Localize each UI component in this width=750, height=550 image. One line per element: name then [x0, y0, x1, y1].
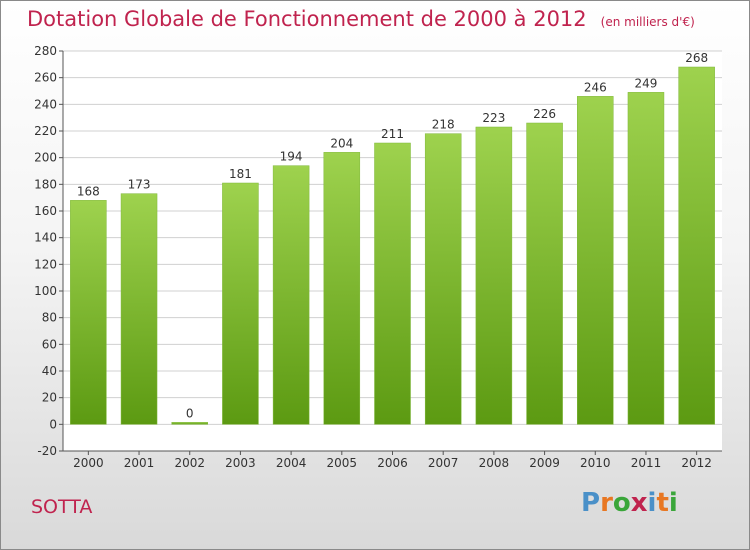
x-tick-label: 2009: [529, 456, 560, 470]
bar-2003: [222, 182, 259, 425]
x-tick-label: 2002: [174, 456, 205, 470]
logo-letter: i: [668, 488, 678, 518]
x-tick-label: 2004: [276, 456, 307, 470]
y-tick-label: 40: [42, 364, 57, 378]
x-tick-label: 2008: [479, 456, 510, 470]
city-name: SOTTA: [31, 496, 93, 518]
bar-2012: [678, 66, 715, 425]
logo-letter: x: [630, 488, 648, 518]
chart-title: Dotation Globale de Fonctionnement de 20…: [27, 7, 587, 31]
data-label-2012: 268: [685, 51, 708, 65]
x-tick-label: 2010: [580, 456, 611, 470]
data-label-2010: 246: [584, 80, 607, 94]
bar-2002: [171, 422, 208, 425]
y-tick-label: 220: [34, 124, 57, 138]
x-tick-label: 2006: [377, 456, 408, 470]
data-label-2000: 168: [77, 184, 100, 198]
logo-letter: i: [647, 488, 657, 518]
y-tick-label: 80: [42, 311, 57, 325]
data-label-2003: 181: [229, 167, 252, 181]
y-tick-label: 100: [34, 284, 57, 298]
y-tick-label: 280: [34, 44, 57, 58]
logo-letter: r: [600, 488, 613, 518]
logo-letter: P: [581, 488, 601, 518]
bar-2001: [120, 193, 158, 425]
y-tick-label: 160: [34, 204, 57, 218]
data-label-2001: 173: [128, 178, 151, 192]
x-tick-label: 2000: [73, 456, 104, 470]
x-tick-label: 2001: [124, 456, 155, 470]
x-tick-label: 2007: [428, 456, 459, 470]
x-tick-label: 2005: [327, 456, 358, 470]
data-label-2007: 218: [432, 118, 455, 132]
bar-2005: [323, 152, 361, 425]
x-tick-label: 2003: [225, 456, 256, 470]
y-tick-label: 20: [42, 391, 57, 405]
logo-letter: o: [612, 488, 631, 518]
data-label-2004: 194: [280, 150, 303, 164]
y-tick-label: 0: [49, 417, 57, 431]
y-tick-label: 200: [34, 151, 57, 165]
logo-letter: t: [656, 488, 669, 518]
y-tick-label: 140: [34, 231, 57, 245]
y-tick-label: 240: [34, 97, 57, 111]
bar-2008: [475, 126, 513, 425]
bar-2011: [627, 92, 665, 425]
y-tick-label: -20: [37, 444, 57, 458]
chart-title-row: Dotation Globale de Fonctionnement de 20…: [27, 7, 695, 31]
y-tick-label: 180: [34, 177, 57, 191]
bar-2000: [70, 200, 107, 425]
bar-2007: [424, 133, 462, 425]
data-label-2005: 204: [330, 136, 353, 150]
data-label-2006: 211: [381, 127, 404, 141]
bar-2010: [577, 96, 614, 425]
x-tick-label: 2012: [681, 456, 712, 470]
bar-2006: [374, 142, 411, 425]
bar-2009: [526, 122, 563, 425]
bar-2004: [272, 165, 310, 425]
data-label-2008: 223: [482, 111, 505, 125]
data-label-2011: 249: [635, 76, 658, 90]
x-tick-label: 2011: [631, 456, 662, 470]
y-tick-label: 120: [34, 257, 57, 271]
data-label-2009: 226: [533, 107, 556, 121]
y-tick-label: 260: [34, 71, 57, 85]
y-tick-label: 60: [42, 337, 57, 351]
proxiti-logo: Proxiti: [581, 488, 678, 518]
chart-unit: (en milliers d'€): [600, 15, 695, 29]
data-label-2002: 0: [186, 406, 194, 420]
